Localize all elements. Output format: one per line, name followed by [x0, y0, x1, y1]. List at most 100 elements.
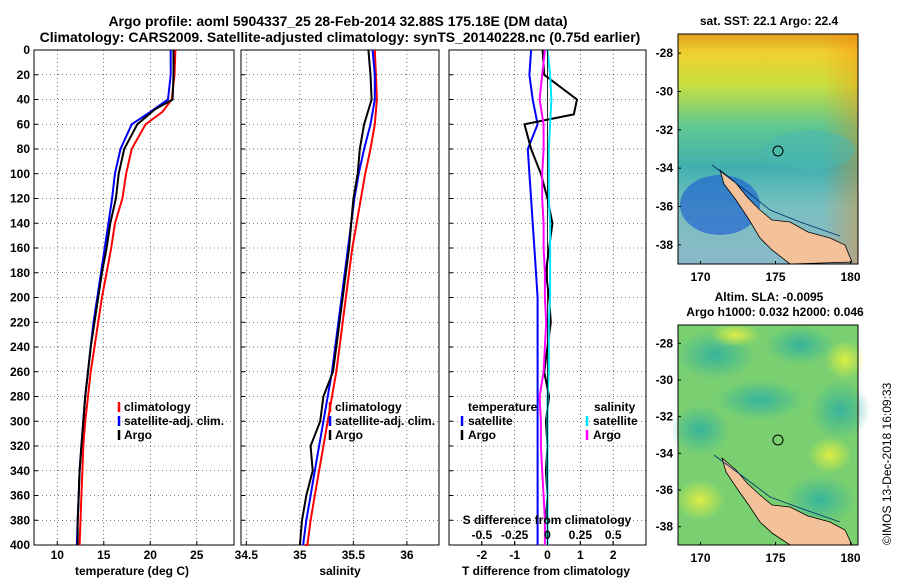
map-x-tick-label: 170	[690, 551, 710, 565]
y-tick-label: 340	[10, 464, 30, 478]
series-line-argo	[76, 50, 175, 545]
title-line1: Argo profile: aoml 5904337_25 28-Feb-201…	[108, 13, 567, 29]
x-tick-label: 0	[544, 548, 551, 562]
salinity-xlabel: salinity	[319, 564, 361, 578]
legend-label-argo: Argo	[124, 428, 152, 442]
y-tick-label: 60	[17, 117, 31, 131]
s-tick-label: -0.25	[501, 528, 529, 542]
y-tick-label: 120	[10, 192, 30, 206]
x-tick-label: 36	[400, 548, 414, 562]
legend-title-salinity: salinity	[594, 400, 636, 414]
x-tick-label: 2	[610, 548, 617, 562]
x-tick-label: 35.5	[342, 548, 366, 562]
y-tick-label: 140	[10, 216, 30, 230]
series-line-climatology	[78, 49, 177, 546]
series-line-climatology	[305, 49, 378, 546]
series-line-satellite-adj-clim-	[302, 49, 376, 546]
series-line-t-satellite	[526, 49, 539, 545]
sla-map-panel: Altim. SLA: -0.0095 Argo h1000: 0.032 h2…	[656, 290, 870, 565]
sst-map-frame	[677, 33, 859, 265]
legend-t-satellite: satellite	[468, 414, 513, 428]
y-tick-label: 400	[10, 538, 30, 552]
y-tick-label: 40	[17, 93, 31, 107]
s-tick-label: 0	[544, 528, 551, 542]
map-y-tick-label: -32	[656, 410, 674, 424]
y-tick-label: 320	[10, 439, 30, 453]
x-tick-label: -2	[476, 548, 487, 562]
sst-map-panel: sat. SST: 22.1 Argo: 22.4 170 175 180 -28 -3…	[656, 14, 861, 284]
sst-map-title: sat. SST: 22.1 Argo: 22.4	[700, 14, 839, 28]
map-y-tick-label: -32	[656, 123, 674, 137]
map-y-tick-label: -38	[656, 520, 674, 534]
s-tick-label: 0.5	[605, 528, 622, 542]
y-tick-label: 80	[17, 142, 31, 156]
legend-label-climatology: climatology	[124, 400, 191, 414]
sla-map-frame	[677, 324, 859, 546]
y-tick-label: 100	[10, 167, 30, 181]
map-y-tick-label: -30	[656, 85, 674, 99]
y-tick-label: 360	[10, 489, 30, 503]
y-tick-label: 0	[23, 43, 30, 57]
sla-map-title-line2: Argo h1000: 0.032 h2000: 0.046	[686, 305, 864, 319]
temperature-panel: 0 20 40 60 80 100 120 140 160 180 200 220 240 260 280 3…	[10, 43, 235, 578]
x-tick-label: 25	[190, 548, 204, 562]
difference-panel: -2 -1 0 1 2 -0.5 -0.25 0 0.25 0.5 temperature sat…	[448, 49, 647, 578]
map-y-tick-label: -36	[656, 483, 674, 497]
y-tick-label: 160	[10, 241, 30, 255]
x-tick-label: -1	[509, 548, 520, 562]
y-tick-label: 240	[10, 340, 30, 354]
sst-map-field	[678, 34, 858, 265]
legend-s-argo: Argo	[593, 428, 621, 442]
y-tick-label: 180	[10, 266, 30, 280]
y-tick-label: 300	[10, 414, 30, 428]
s-tick-label: -0.5	[471, 528, 492, 542]
map-y-tick-label: -30	[656, 373, 674, 387]
map-x-tick-label: 180	[840, 551, 860, 565]
y-tick-label: 260	[10, 365, 30, 379]
temperature-legend: climatology satellite-adj. clim. Argo	[117, 400, 224, 442]
x-tick-label: 1	[577, 548, 584, 562]
salinity-panel: 34.5 35 35.5 36 climatology satellite-adj. …	[235, 49, 440, 578]
sla-map-field	[670, 323, 870, 546]
y-tick-label: 20	[17, 68, 31, 82]
legend-label-climatology-2: climatology	[335, 400, 402, 414]
legend-label-satellite-2: satellite-adj. clim.	[335, 414, 435, 428]
map-y-tick-label: -28	[656, 46, 674, 60]
map-x-tick-label: 175	[765, 551, 785, 565]
x-tick-label: 15	[97, 548, 111, 562]
map-y-tick-label: -36	[656, 200, 674, 214]
map-y-tick-label: -28	[656, 336, 674, 350]
x-tick-label: 20	[144, 548, 158, 562]
sla-map-title-line1: Altim. SLA: -0.0095	[715, 290, 824, 304]
s-difference-label: S difference from climatology	[463, 513, 632, 527]
legend-title-temperature: temperature	[468, 400, 538, 414]
legend-s-satellite: satellite	[593, 414, 638, 428]
argo-position-marker-sla	[772, 434, 784, 446]
salinity-legend: climatology satellite-adj. clim. Argo	[328, 400, 435, 442]
y-tick-label: 220	[10, 315, 30, 329]
land-shape	[719, 168, 853, 265]
series-line-argo	[298, 49, 373, 546]
x-tick-label: 35	[293, 548, 307, 562]
legend-label-argo-2: Argo	[335, 428, 363, 442]
difference-legend: temperature satellite Argo salinity sate…	[460, 400, 638, 442]
map-y-tick-label: -34	[656, 446, 674, 460]
legend-t-argo: Argo	[468, 428, 496, 442]
map-x-tick-label: 180	[840, 270, 860, 284]
map-y-tick-label: -34	[656, 161, 674, 175]
argo-position-marker-sst	[772, 145, 784, 157]
legend-label-satellite: satellite-adj. clim.	[124, 414, 224, 428]
series-line-s-argo	[538, 49, 548, 545]
s-tick-label: 0.25	[569, 528, 593, 542]
title-line2: Climatology: CARS2009. Satellite-adjuste…	[40, 29, 641, 45]
land-shape-2	[721, 456, 853, 546]
y-tick-label: 200	[10, 291, 30, 305]
map-x-tick-label: 170	[690, 270, 710, 284]
x-tick-label: 34.5	[235, 548, 259, 562]
difference-xlabel: T difference from climatology	[462, 564, 630, 578]
y-tick-label: 280	[10, 390, 30, 404]
timestamp-watermark: ©IMOS 13-Dec-2018 16:09:33	[880, 382, 894, 545]
temperature-xlabel: temperature (deg C)	[75, 564, 189, 578]
map-x-tick-label: 175	[765, 270, 785, 284]
